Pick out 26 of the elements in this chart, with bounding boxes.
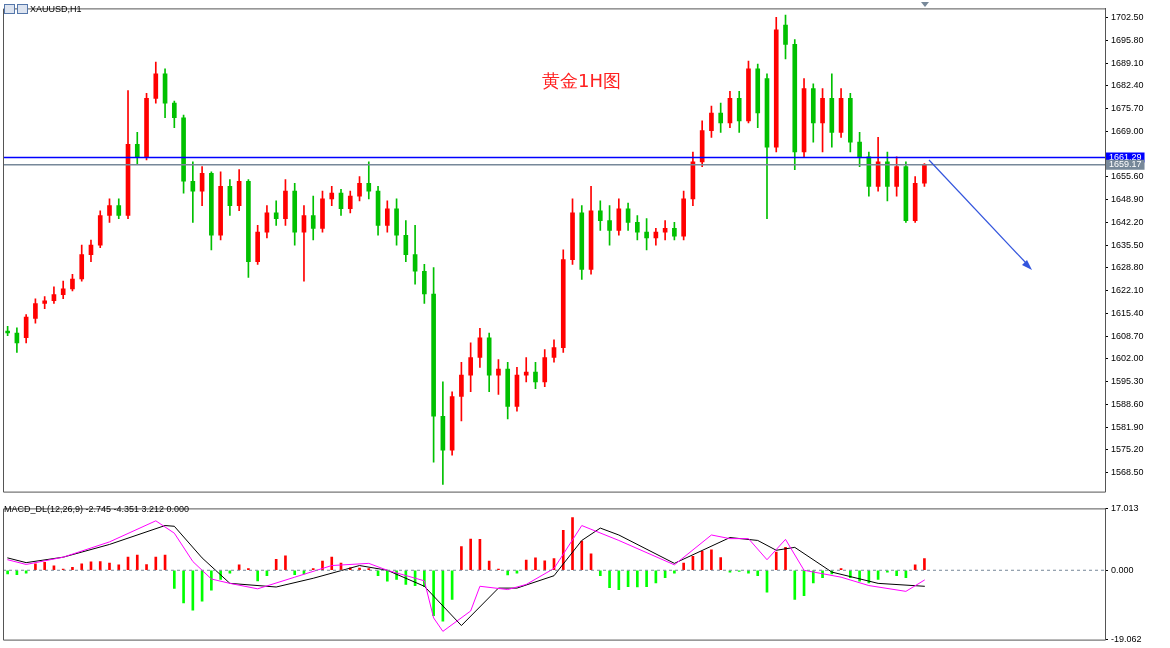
- y-tick-label: 1648.90: [1111, 194, 1144, 205]
- y-tick-label: 1675.70: [1111, 103, 1144, 114]
- y-tick-label: 1628.80: [1111, 262, 1144, 273]
- y-tick-label: 1642.20: [1111, 216, 1144, 227]
- chart-title: MACD_DL(12,26,9) -2.745 -4.351 3.212 0.000: [4, 504, 190, 514]
- y-tick-label: 0.000: [1111, 564, 1134, 575]
- y-tick-label: 1595.30: [1111, 376, 1144, 387]
- y-tick-label: 1702.50: [1111, 12, 1144, 23]
- y-tick-label: 1655.60: [1111, 171, 1144, 182]
- y-tick-label: 17.013: [1111, 502, 1139, 513]
- y-tick-label: 1581.90: [1111, 421, 1144, 432]
- chart-title: XAUUSD,H1: [30, 4, 82, 14]
- annotation: 黄金1H图: [542, 70, 622, 92]
- y-tick-label: 1568.50: [1111, 467, 1144, 478]
- y-tick-label: 1689.10: [1111, 57, 1144, 68]
- y-tick-label: 1669.00: [1111, 125, 1144, 136]
- y-tick-label: 1682.40: [1111, 80, 1144, 91]
- y-tick-label: 1615.40: [1111, 307, 1144, 318]
- y-tick-label: 1622.10: [1111, 285, 1144, 296]
- y-tick-label: 1695.80: [1111, 34, 1144, 45]
- y-tick-label: 1602.00: [1111, 353, 1144, 364]
- y-tick-label: 1575.20: [1111, 444, 1144, 455]
- y-tick-label: 1608.70: [1111, 330, 1144, 341]
- y-tick-label: 1588.60: [1111, 398, 1144, 409]
- y-tick-label: 1635.50: [1111, 239, 1144, 250]
- y-tick-label: -19.062: [1111, 634, 1142, 645]
